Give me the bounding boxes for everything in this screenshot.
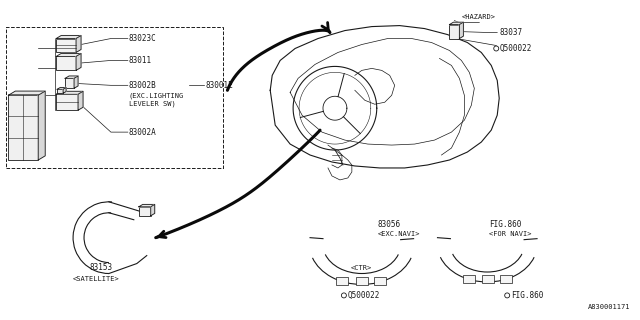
Polygon shape	[74, 76, 78, 88]
Text: 83002A: 83002A	[129, 128, 157, 137]
Bar	[336, 277, 348, 285]
Text: LEVELER SW): LEVELER SW)	[129, 101, 175, 108]
Bar	[56, 38, 76, 52]
Text: A830001171: A830001171	[588, 304, 630, 310]
Text: FIG.860: FIG.860	[489, 220, 522, 229]
Bar	[356, 277, 368, 285]
Bar	[6, 27, 223, 168]
Text: <SATELLITE>: <SATELLITE>	[72, 276, 119, 283]
Bar	[8, 95, 38, 160]
Text: (EXC.LIGHTING: (EXC.LIGHTING	[129, 92, 184, 99]
Polygon shape	[63, 87, 66, 93]
Polygon shape	[76, 36, 81, 52]
Text: 83023C: 83023C	[129, 34, 157, 43]
Bar	[449, 25, 460, 38]
Text: 83002B: 83002B	[129, 81, 157, 90]
Polygon shape	[449, 22, 463, 25]
Polygon shape	[57, 87, 66, 89]
Text: 83153: 83153	[90, 263, 113, 272]
Text: FIG.860: FIG.860	[511, 291, 543, 300]
Text: Q500022: Q500022	[499, 44, 532, 53]
Text: <HAZARD>: <HAZARD>	[461, 14, 495, 20]
Text: 83011: 83011	[129, 56, 152, 65]
Polygon shape	[56, 36, 81, 38]
Polygon shape	[56, 91, 83, 94]
Polygon shape	[8, 91, 45, 95]
Polygon shape	[65, 76, 78, 78]
Polygon shape	[139, 204, 155, 207]
Text: 83001E: 83001E	[205, 81, 233, 90]
Polygon shape	[460, 22, 463, 38]
Polygon shape	[151, 204, 155, 216]
Polygon shape	[38, 91, 45, 160]
Text: <EXC.NAVI>: <EXC.NAVI>	[378, 231, 420, 237]
Bar	[483, 276, 494, 284]
Bar	[374, 277, 386, 285]
Polygon shape	[56, 53, 81, 56]
Bar	[56, 56, 76, 70]
Bar	[139, 207, 151, 216]
Text: <FOR NAVI>: <FOR NAVI>	[489, 231, 532, 237]
Text: Q500022: Q500022	[348, 291, 380, 300]
Text: <CTR>: <CTR>	[351, 265, 372, 270]
Text: 83056: 83056	[378, 220, 401, 229]
Bar	[463, 276, 476, 284]
Text: 83037: 83037	[499, 28, 522, 37]
Bar	[65, 78, 74, 88]
Bar	[500, 276, 512, 284]
Bar	[57, 89, 63, 93]
Polygon shape	[78, 91, 83, 110]
Polygon shape	[76, 53, 81, 70]
Bar	[56, 94, 78, 110]
